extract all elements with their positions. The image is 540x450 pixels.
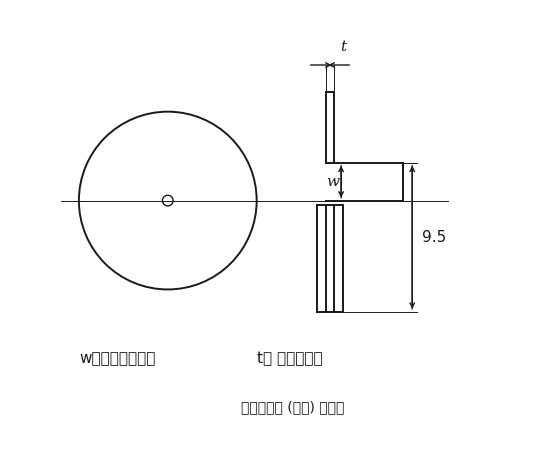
Text: ピンホール (基板) の寸法: ピンホール (基板) の寸法 [240,400,344,414]
Text: w：ピンホール径: w：ピンホール径 [79,351,156,366]
Text: t： 基板の厚さ: t： 基板の厚さ [256,351,322,366]
Text: w: w [326,175,339,189]
Text: 9.5: 9.5 [422,230,446,245]
Text: t: t [340,40,346,54]
